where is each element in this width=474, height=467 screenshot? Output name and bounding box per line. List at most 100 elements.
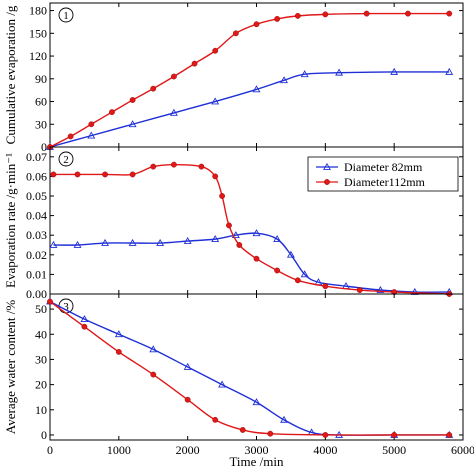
marker-d112 — [191, 60, 198, 67]
marker-d112 — [150, 85, 157, 92]
x-tick-label: 5000 — [382, 443, 406, 457]
marker-d112 — [109, 109, 115, 116]
marker-d82 — [87, 131, 96, 139]
y-tick-label: 0 — [41, 428, 47, 442]
marker-d112 — [236, 242, 243, 248]
marker-d112 — [267, 430, 274, 437]
marker-d82 — [280, 76, 289, 84]
marker-d112 — [170, 73, 177, 80]
panel-3: 0 10 20 30 40 50 3 Average water content /% — [3, 293, 464, 442]
marker-d112 — [67, 133, 74, 140]
x-tick-label: 3000 — [245, 443, 269, 457]
series-line-d112 — [49, 300, 450, 436]
marker-d112 — [294, 12, 301, 19]
y-tick-label: 30 — [35, 117, 47, 131]
marker-d82 — [183, 236, 192, 244]
x-tick-label: 1000 — [107, 443, 131, 457]
y-tick-label: 0.04 — [26, 209, 47, 223]
panel-number-circle — [58, 151, 74, 167]
marker-d82 — [273, 235, 282, 242]
x-axis: 0 1000 2000 3000 4000 5000 6000 — [47, 443, 474, 457]
y-tick-label: 0.06 — [26, 169, 47, 183]
marker-d112 — [47, 298, 53, 305]
marker-d82 — [80, 315, 89, 323]
marker-d112 — [253, 21, 260, 28]
series-line-d82 — [53, 232, 450, 293]
x-tick-label: 6000 — [451, 443, 474, 457]
series-line-d82 — [49, 71, 450, 148]
y-tick-label: 30 — [35, 352, 47, 366]
y-tick-label: 0.01 — [26, 267, 47, 281]
marker-d112 — [150, 371, 157, 378]
panel-1: 0 30 60 90 120 150 180 1 Cumulative evaporation … — [3, 2, 464, 154]
marker-d112 — [129, 171, 136, 178]
panel-number-circle — [58, 7, 74, 23]
marker-d82 — [252, 229, 261, 237]
marker-d112 — [170, 161, 177, 168]
panel-number: 2 — [63, 154, 69, 166]
y-tick-label: 0 — [41, 140, 47, 154]
marker-d112 — [239, 427, 246, 433]
marker-d112 — [274, 267, 281, 274]
marker-d112 — [391, 432, 398, 438]
marker-d82 — [49, 240, 58, 248]
x-tick-label: 4000 — [313, 443, 337, 457]
marker-d112 — [219, 193, 225, 199]
marker-d112 — [446, 432, 453, 438]
marker-d112 — [115, 348, 122, 355]
series-d82 — [46, 297, 454, 438]
panel-2: 0.00 0.01 0.02 0.03 0.04 0.05 0.06 0.07 2 Evapora… — [3, 146, 464, 301]
marker-d112 — [232, 30, 239, 37]
marker-d82 — [445, 67, 454, 75]
marker-d112 — [198, 163, 205, 170]
y-tick-label: 10 — [35, 403, 47, 417]
marker-d82 — [156, 238, 165, 246]
marker-d82 — [114, 330, 123, 338]
x-tick-label: 0 — [47, 443, 53, 457]
marker-d112 — [74, 171, 81, 178]
marker-d112 — [294, 277, 301, 284]
marker-d82 — [286, 250, 295, 258]
marker-d112 — [356, 287, 363, 293]
marker-d82 — [252, 398, 261, 406]
marker-d82 — [101, 238, 110, 246]
marker-d82 — [252, 85, 261, 93]
marker-d112 — [88, 121, 95, 128]
marker-d112 — [150, 163, 157, 170]
marker-d112 — [129, 97, 136, 103]
marker-d82 — [169, 108, 178, 116]
series-d112 — [50, 161, 453, 297]
y-tick-label: 150 — [29, 26, 47, 40]
marker-d82 — [390, 67, 399, 75]
y-tick-label: 120 — [29, 49, 47, 63]
marker-d112 — [102, 171, 108, 178]
marker-d82 — [128, 120, 137, 128]
legend-label-d112: Diameter112mm — [344, 175, 426, 189]
marker-d112 — [322, 11, 329, 18]
y-axis-title: Average water content /% — [3, 300, 18, 435]
marker-d112 — [363, 10, 370, 17]
marker-d82 — [73, 240, 82, 248]
panel-number: 3 — [63, 301, 69, 313]
y-tick-label: 0.07 — [26, 150, 47, 164]
y-tick-label: 40 — [35, 327, 47, 341]
series-d82 — [46, 67, 454, 150]
marker-d112 — [212, 416, 219, 423]
marker-d82 — [300, 70, 309, 78]
marker-d82 — [300, 270, 309, 278]
x-axis-title: Time /min — [229, 454, 284, 467]
y-tick-label: 50 — [35, 302, 47, 316]
marker-d82 — [128, 238, 137, 246]
marker-d112 — [212, 47, 219, 54]
marker-d112 — [253, 255, 260, 262]
marker-d112 — [324, 179, 330, 185]
marker-d112 — [322, 283, 329, 290]
legend-box — [307, 156, 459, 192]
legend-label-d82: Diameter 82mm — [344, 160, 423, 174]
marker-d112 — [81, 323, 88, 330]
marker-d82 — [280, 415, 289, 423]
marker-d112 — [405, 10, 411, 17]
y-tick-label: 0.02 — [26, 248, 47, 262]
